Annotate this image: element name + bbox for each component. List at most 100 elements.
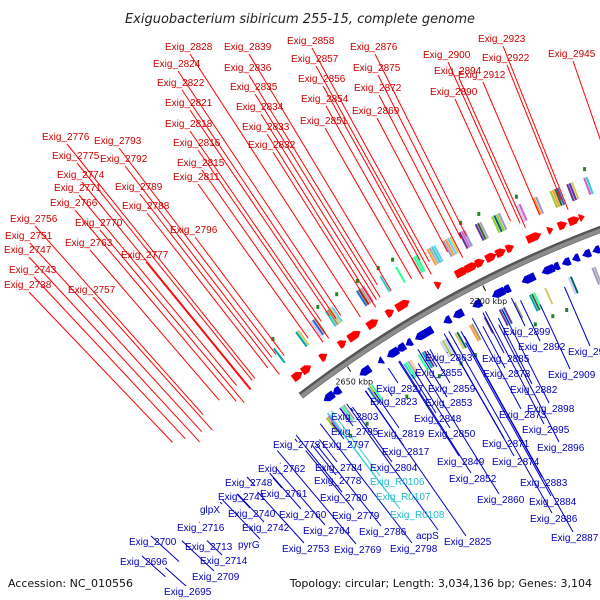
gene-label-reverse: glpX bbox=[200, 505, 220, 516]
label-connector-line bbox=[374, 53, 467, 236]
reverse-gene-arrow bbox=[592, 245, 600, 254]
cog-block-outer bbox=[554, 188, 563, 207]
cog-block-inner bbox=[421, 351, 433, 369]
cog-block-outer bbox=[493, 215, 503, 233]
cog-block-outer bbox=[426, 248, 437, 266]
cog-block-inner bbox=[325, 417, 338, 433]
gene-label-forward: Exig_2894 bbox=[434, 66, 482, 77]
gene-label-reverse: Exig_2909 bbox=[548, 370, 596, 381]
cog-block-outer bbox=[532, 197, 542, 215]
gene-label-forward: Exig_2763 bbox=[65, 238, 113, 249]
gene-label-forward: Exig_2875 bbox=[353, 63, 401, 74]
forward-gene-arrow bbox=[494, 248, 506, 259]
cog-block-inner bbox=[593, 266, 600, 284]
label-connector-line bbox=[99, 229, 245, 404]
label-connector-line bbox=[497, 317, 533, 385]
gene-label-reverse: Exig_2885 bbox=[482, 354, 530, 365]
label-connector-line bbox=[248, 74, 378, 286]
cog-block-inner bbox=[567, 277, 577, 295]
gene-label-forward: Exig_2876 bbox=[350, 42, 398, 53]
label-connector-line bbox=[236, 493, 251, 509]
label-connector-line bbox=[189, 53, 361, 318]
label-connector-line bbox=[454, 98, 511, 222]
reverse-gene-arrow bbox=[572, 253, 581, 262]
label-connector-line bbox=[189, 109, 330, 317]
cog-block-inner bbox=[417, 354, 429, 371]
cog-block-outer bbox=[446, 237, 458, 255]
label-connector-line bbox=[399, 360, 472, 474]
gene-label-reverse: Exig_2696 bbox=[120, 557, 168, 568]
gene-label-reverse: Exig_2714 bbox=[200, 556, 248, 567]
cog-block-outer bbox=[326, 309, 339, 326]
gene-label-forward: Exig_2828 bbox=[165, 42, 213, 53]
label-connector-line bbox=[254, 93, 381, 298]
gene-label-reverse: Exig_2892 bbox=[518, 342, 566, 353]
gene-label-forward: Exig_2832 bbox=[248, 140, 296, 151]
gene-label-forward: Exig_2834 bbox=[236, 102, 284, 113]
gene-label-reverse: Exig_2804 bbox=[370, 463, 418, 474]
cog-block-inner bbox=[342, 404, 355, 420]
gene-label-reverse: Exig_2748 bbox=[225, 478, 273, 489]
label-connector-line bbox=[272, 151, 370, 305]
forward-gene-arrow bbox=[504, 244, 515, 254]
gene-label-reverse: Exig_2709 bbox=[192, 572, 240, 583]
gene-label-forward: Exig_2835 bbox=[230, 82, 278, 93]
gene-label-reverse: Exig_2740 bbox=[228, 509, 276, 520]
cog-block-outer bbox=[556, 187, 566, 206]
gene-label-forward: Exig_2912 bbox=[458, 70, 506, 81]
cog-block-outer bbox=[329, 307, 341, 324]
gene-label-forward: Exig_2923 bbox=[478, 34, 526, 45]
reverse-gene-arrow bbox=[405, 337, 414, 346]
cog-block-outer bbox=[549, 190, 559, 208]
gene-label-forward: Exig_2839 bbox=[224, 42, 272, 53]
gene-label-forward: Exig_2854 bbox=[301, 94, 349, 105]
label-connector-line bbox=[81, 181, 252, 390]
cog-block-inner bbox=[503, 307, 513, 324]
forward-gene-arrow bbox=[484, 252, 497, 263]
label-connector-line bbox=[295, 434, 343, 493]
gene-label-forward: Exig_2857 bbox=[291, 54, 339, 65]
reverse-gene-arrow bbox=[396, 342, 408, 352]
label-connector-line bbox=[572, 60, 600, 141]
label-connector-line bbox=[447, 61, 521, 224]
gene-label-reverse: Exig_2803 bbox=[331, 412, 379, 423]
cog-block-outer bbox=[497, 212, 508, 231]
reverse-gene-arrow bbox=[551, 261, 561, 271]
gene-label-reverse: Exig_2827 bbox=[376, 384, 424, 395]
label-connector-line bbox=[325, 105, 424, 280]
label-connector-line bbox=[502, 45, 569, 210]
label-connector-line bbox=[387, 389, 393, 397]
forward-gene-arrow bbox=[463, 262, 478, 274]
forward-gene-arrow bbox=[384, 309, 394, 318]
cog-block-outer bbox=[518, 203, 528, 221]
gene-label-forward: Exig_2833 bbox=[242, 122, 290, 133]
cog-block-outer bbox=[312, 319, 325, 336]
cog-block-inner bbox=[456, 331, 467, 349]
cog-block-outer bbox=[324, 310, 337, 327]
label-connector-line bbox=[463, 335, 574, 533]
label-connector-line bbox=[201, 169, 324, 343]
cog-block-outer bbox=[295, 331, 308, 348]
label-connector-line bbox=[197, 183, 309, 339]
cog-block-outer bbox=[331, 306, 343, 323]
cog-block-inner bbox=[341, 405, 354, 422]
gene-label-forward: Exig_2856 bbox=[298, 74, 346, 85]
label-connector-line bbox=[458, 77, 526, 228]
label-connector-line bbox=[139, 193, 280, 375]
gene-label-rna: Exig_R0106 bbox=[370, 477, 425, 488]
label-connector-line bbox=[237, 493, 265, 523]
gene-label-forward: Exig_2771 bbox=[54, 183, 102, 194]
label-connector-line bbox=[377, 74, 462, 239]
gene-label-forward: Exig_2922 bbox=[482, 53, 530, 64]
gene-label-forward: Exig_2793 bbox=[94, 136, 142, 147]
label-connector-line bbox=[564, 286, 591, 347]
cog-block-inner bbox=[498, 309, 509, 327]
label-connector-line bbox=[269, 472, 302, 510]
gene-label-forward: Exig_2816 bbox=[173, 138, 221, 149]
label-connector-line bbox=[194, 236, 285, 356]
marker-outer bbox=[376, 266, 380, 271]
gene-label-forward: Exig_2858 bbox=[287, 36, 335, 47]
gene-label-reverse: Exig_2760 bbox=[279, 510, 327, 521]
gene-label-forward: Exig_2818 bbox=[165, 119, 213, 130]
